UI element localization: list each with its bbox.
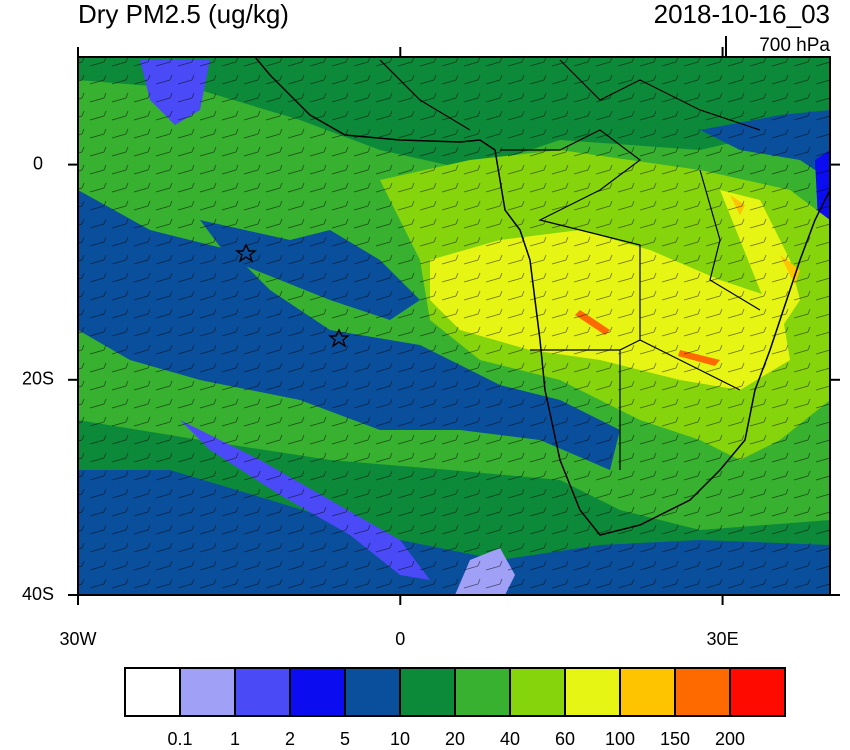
y-tick-label: 20S	[22, 369, 54, 389]
colorbar-box	[399, 667, 456, 717]
pressure-level: 700 hPa	[759, 35, 830, 56]
axes: 30W 0 30E 0 20S 40S	[22, 47, 840, 649]
colorbar-label: 200	[715, 729, 745, 749]
colorbar-box	[509, 667, 566, 717]
x-tick-label: 30W	[59, 629, 96, 649]
wind-barbs	[78, 57, 830, 595]
colorbar-box	[674, 667, 731, 717]
x-tick-label: 30E	[707, 629, 739, 649]
colorbar-box	[179, 667, 236, 717]
colorbar-box	[729, 667, 786, 717]
colorbar-label: 40	[500, 729, 520, 749]
colorbar-label: 20	[445, 729, 465, 749]
colorbar-label: 5	[340, 729, 350, 749]
colorbar-box	[454, 667, 511, 717]
map-title: Dry PM2.5 (ug/kg)	[78, 0, 289, 29]
y-tick-label: 40S	[22, 584, 54, 604]
colorbar-box	[619, 667, 676, 717]
colorbar-box	[289, 667, 346, 717]
colorbar-label: 100	[605, 729, 635, 749]
x-tick-label: 0	[395, 629, 405, 649]
colorbar-box	[344, 667, 401, 717]
colorbar-label: 2	[285, 729, 295, 749]
colorbar-box	[234, 667, 291, 717]
colorbar-label: 0.1	[167, 729, 192, 749]
colorbar-label: 1	[230, 729, 240, 749]
colorbar-label: 10	[390, 729, 410, 749]
station-marker	[328, 328, 350, 348]
colorbar-box	[124, 667, 181, 717]
field	[78, 57, 830, 595]
colorbar-label: 150	[660, 729, 690, 749]
valid-time: 2018-10-16_03	[654, 0, 830, 29]
colorbar-label: 60	[555, 729, 575, 749]
colorbar-box	[564, 667, 621, 717]
colorbar: 0.1 1 2 5 10 20 40 60 100 150 200	[124, 667, 786, 749]
station-marker	[235, 243, 257, 263]
y-tick-label: 0	[33, 153, 43, 173]
plot-frame	[77, 56, 831, 596]
